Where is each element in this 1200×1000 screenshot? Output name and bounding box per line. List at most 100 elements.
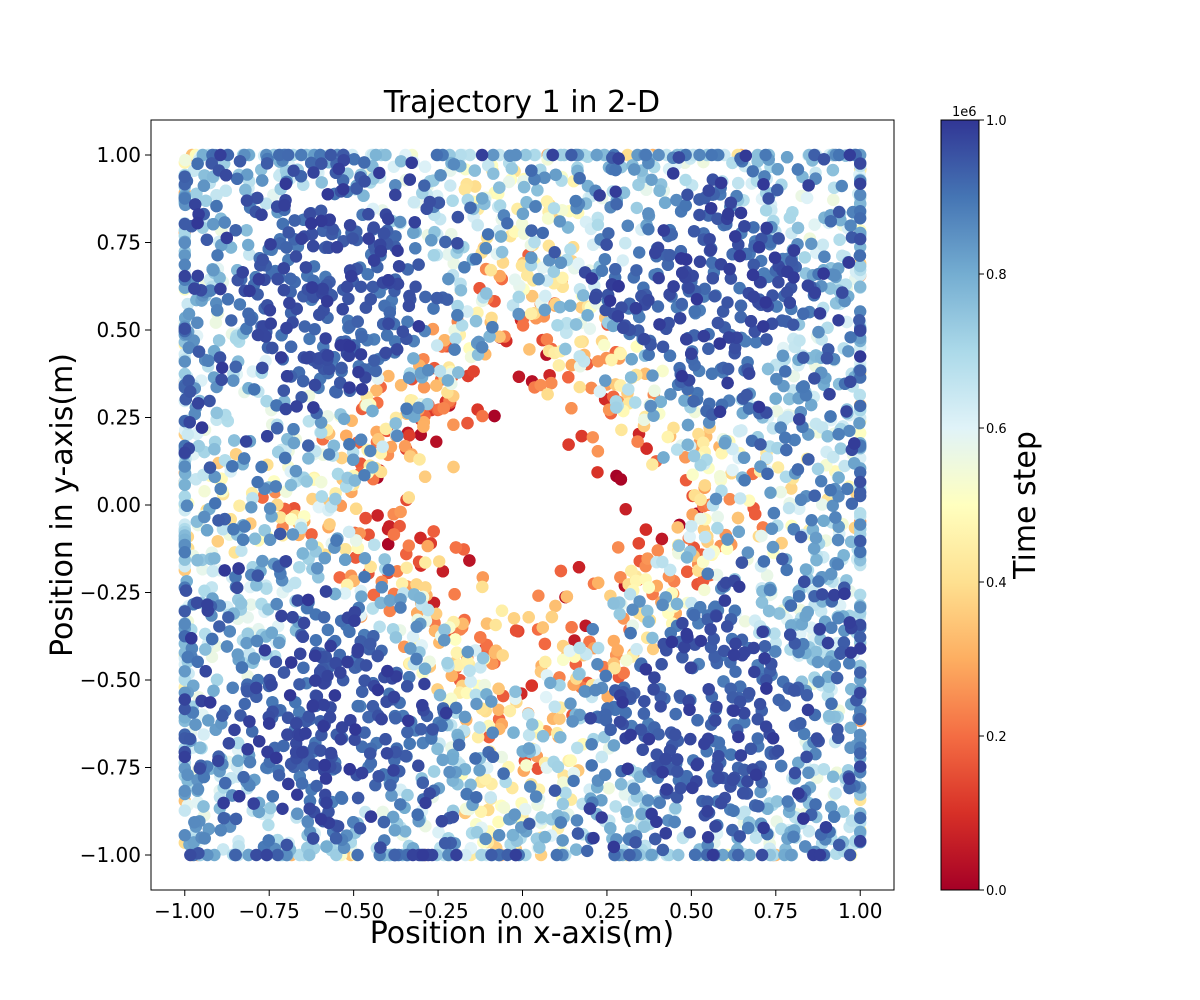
scatter-point: [672, 848, 685, 862]
scatter-point: [810, 553, 823, 567]
scatter-point: [400, 402, 413, 415]
scatter-point: [370, 384, 383, 397]
scatter-point: [484, 791, 497, 804]
scatter-point: [614, 571, 627, 584]
scatter-point: [446, 194, 459, 207]
scatter-point: [854, 259, 867, 273]
scatter-point: [378, 553, 391, 566]
scatter-point: [785, 482, 798, 495]
scatter-point: [515, 217, 529, 231]
scatter-point: [515, 259, 529, 272]
scatter-point: [801, 605, 814, 619]
scatter-point: [843, 424, 856, 438]
scatter-point: [382, 369, 395, 383]
scatter-point: [854, 188, 867, 202]
scatter-point: [614, 347, 627, 361]
scatter-point: [434, 169, 447, 182]
scatter-point: [214, 482, 227, 496]
scatter-point: [531, 184, 544, 197]
scatter-point: [782, 501, 796, 515]
scatter-point: [312, 500, 326, 514]
scatter-point: [329, 492, 342, 506]
scatter-point: [431, 742, 444, 756]
scatter-point: [604, 822, 617, 835]
scatter-point: [607, 739, 621, 752]
scatter-point: [401, 315, 414, 328]
scatter-point: [293, 561, 306, 574]
scatter-point: [832, 611, 845, 625]
scatter-point: [178, 355, 191, 368]
scatter-point: [418, 160, 432, 173]
scatter-point: [449, 541, 463, 554]
scatter-point: [419, 581, 432, 594]
scatter-point: [574, 335, 587, 349]
scatter-point: [780, 563, 793, 577]
scatter-point: [520, 759, 533, 772]
scatter-point: [509, 148, 522, 162]
scatter-point: [626, 603, 639, 616]
scatter-point: [547, 202, 561, 215]
scatter-point: [436, 565, 450, 578]
scatter-point: [358, 156, 371, 169]
scatter-point: [681, 438, 694, 451]
scatter-point: [625, 353, 638, 366]
scatter-point: [738, 805, 751, 818]
scatter-point: [349, 502, 363, 515]
scatter-point: [427, 765, 441, 778]
scatter-point: [475, 848, 488, 862]
scatter-point: [826, 770, 840, 783]
scatter-point: [792, 590, 806, 603]
scatter-point: [566, 715, 579, 728]
scatter-point: [355, 590, 368, 603]
scatter-point: [723, 493, 736, 506]
scatter-point: [757, 555, 771, 568]
scatter-point: [231, 648, 244, 661]
scatter-point: [178, 249, 191, 262]
scatter-point: [200, 524, 214, 537]
scatter-point: [837, 805, 850, 818]
scatter-point: [663, 349, 677, 362]
scatter-point: [556, 271, 569, 284]
scatter-point: [364, 757, 378, 770]
scatter-point: [553, 712, 566, 725]
scatter-point: [358, 469, 371, 482]
scatter-point: [827, 450, 840, 464]
scatter-point: [545, 376, 558, 390]
scatter-point: [291, 807, 304, 820]
scatter-point: [540, 333, 554, 346]
scatter-point: [625, 564, 638, 578]
scatter-point: [544, 676, 557, 690]
scatter-point: [248, 383, 261, 396]
scatter-point: [522, 708, 535, 721]
scatter-point: [488, 409, 501, 423]
scatter-point: [617, 666, 630, 680]
scatter-point: [535, 811, 548, 824]
scatter-point: [503, 704, 517, 718]
scatter-point: [403, 371, 416, 384]
scatter-point: [178, 236, 191, 250]
scatter-point: [383, 604, 396, 618]
scatter-point: [295, 148, 308, 162]
scatter-point: [181, 650, 194, 664]
scatter-point: [641, 604, 654, 618]
scatter-point: [349, 551, 362, 564]
scatter-point: [349, 534, 363, 547]
scatter-point: [592, 576, 605, 589]
scatter-point: [639, 523, 653, 536]
scatter-point: [646, 458, 659, 471]
scatter-point: [243, 755, 257, 769]
scatter-point: [608, 662, 621, 675]
scatter-point: [463, 554, 476, 567]
scatter-point: [449, 701, 463, 715]
scatter-point: [618, 788, 632, 801]
scatter-point: [402, 539, 415, 552]
scatter-point: [525, 679, 538, 692]
scatter-point: [641, 794, 655, 807]
scatter-point: [371, 509, 384, 522]
scatter-point: [208, 443, 221, 456]
scatter-point: [403, 450, 417, 463]
scatter-point: [508, 808, 521, 821]
scatter-point: [309, 634, 323, 647]
scatter-point: [828, 269, 841, 282]
scatter-point: [443, 765, 456, 779]
